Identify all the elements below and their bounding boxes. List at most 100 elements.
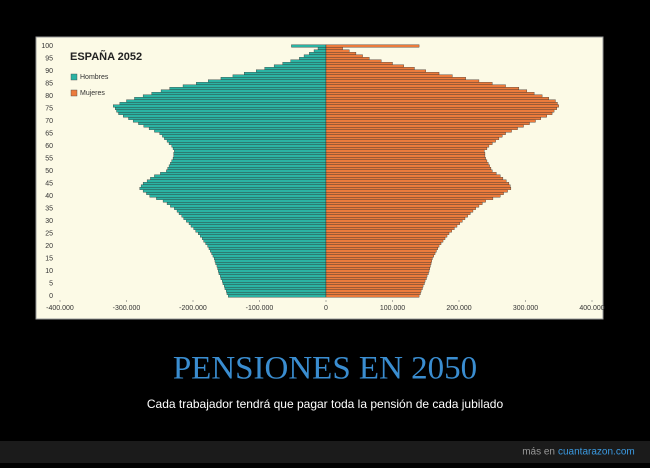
bar	[232, 74, 327, 78]
bar	[218, 269, 327, 273]
bar	[325, 104, 559, 108]
bar	[183, 217, 327, 220]
bar	[325, 249, 437, 253]
bar	[202, 237, 327, 240]
bar	[128, 117, 327, 120]
bar	[203, 239, 327, 243]
bar	[182, 84, 327, 88]
bar	[299, 57, 327, 60]
bar	[118, 112, 327, 115]
bar	[325, 267, 430, 270]
bar	[142, 94, 327, 98]
bar	[325, 204, 480, 208]
bar	[244, 72, 327, 75]
x-tick-label: -100.000	[246, 305, 274, 312]
y-tick-label: 25	[45, 230, 53, 237]
footer-link[interactable]: cuantarazon.com	[558, 447, 635, 458]
legend-label: Hombres	[80, 74, 109, 81]
bar	[222, 282, 327, 285]
bar	[325, 49, 350, 53]
bar	[282, 62, 327, 65]
headline: PENSIONES EN 2050	[173, 351, 477, 387]
bar	[226, 289, 327, 293]
bar	[325, 277, 427, 280]
bar	[325, 282, 425, 285]
bar	[325, 244, 440, 248]
y-tick-label: 20	[45, 243, 53, 250]
bar	[325, 97, 549, 100]
bar	[113, 104, 327, 108]
bar	[325, 279, 426, 283]
bar	[325, 252, 436, 255]
bar	[170, 204, 327, 208]
bar	[313, 49, 327, 53]
bar	[196, 82, 327, 85]
bar	[173, 152, 327, 155]
bar	[181, 214, 327, 218]
bar	[325, 242, 442, 245]
bar	[149, 194, 327, 198]
bar	[139, 187, 327, 190]
bar	[126, 99, 327, 103]
bar	[303, 54, 327, 58]
bar	[168, 142, 327, 145]
bar	[325, 182, 510, 185]
y-tick-label: 95	[45, 55, 53, 62]
bar	[325, 54, 363, 58]
bar	[151, 92, 327, 95]
y-tick-label: 50	[45, 168, 53, 175]
bar	[325, 87, 520, 90]
bar	[173, 154, 327, 158]
bar	[215, 262, 327, 265]
bar	[309, 52, 327, 55]
bar	[325, 44, 420, 48]
legend-swatch	[70, 89, 78, 97]
bar	[325, 224, 458, 228]
bar	[264, 67, 327, 70]
bar	[220, 77, 327, 80]
bar	[325, 162, 489, 165]
footer-prefix: más en	[522, 447, 555, 458]
bar	[325, 159, 488, 163]
bar	[146, 192, 327, 195]
bar	[146, 179, 327, 183]
bar	[325, 152, 486, 155]
bar	[172, 147, 327, 150]
bar	[208, 79, 327, 83]
bar	[325, 84, 506, 88]
bar	[211, 252, 327, 255]
y-tick-label: 0	[49, 293, 53, 300]
bar	[154, 174, 327, 178]
bar	[325, 272, 429, 275]
bar	[214, 257, 327, 260]
x-tick-label: 300.000	[513, 305, 538, 312]
bar	[220, 277, 327, 280]
bar	[325, 194, 501, 198]
bar	[143, 124, 327, 128]
bar	[325, 134, 503, 138]
bar	[325, 179, 507, 183]
bar	[142, 189, 327, 193]
y-tick-label: 80	[45, 93, 53, 100]
bar	[325, 197, 494, 200]
bar	[132, 119, 327, 123]
bar	[325, 219, 463, 223]
bar	[325, 192, 504, 195]
legend-swatch	[70, 73, 78, 81]
bar	[325, 177, 504, 180]
bar	[325, 67, 415, 70]
bar	[162, 134, 327, 138]
x-tick-label: -200.000	[179, 305, 207, 312]
bar	[325, 57, 370, 60]
bar	[325, 212, 471, 215]
y-tick-label: 10	[45, 268, 53, 275]
bar	[115, 107, 327, 110]
bar	[325, 199, 486, 203]
bar	[325, 264, 431, 268]
bar	[325, 167, 492, 170]
bar	[325, 132, 506, 135]
bar	[325, 64, 404, 68]
bar	[325, 292, 421, 295]
bar	[325, 127, 518, 130]
bar	[207, 244, 327, 248]
